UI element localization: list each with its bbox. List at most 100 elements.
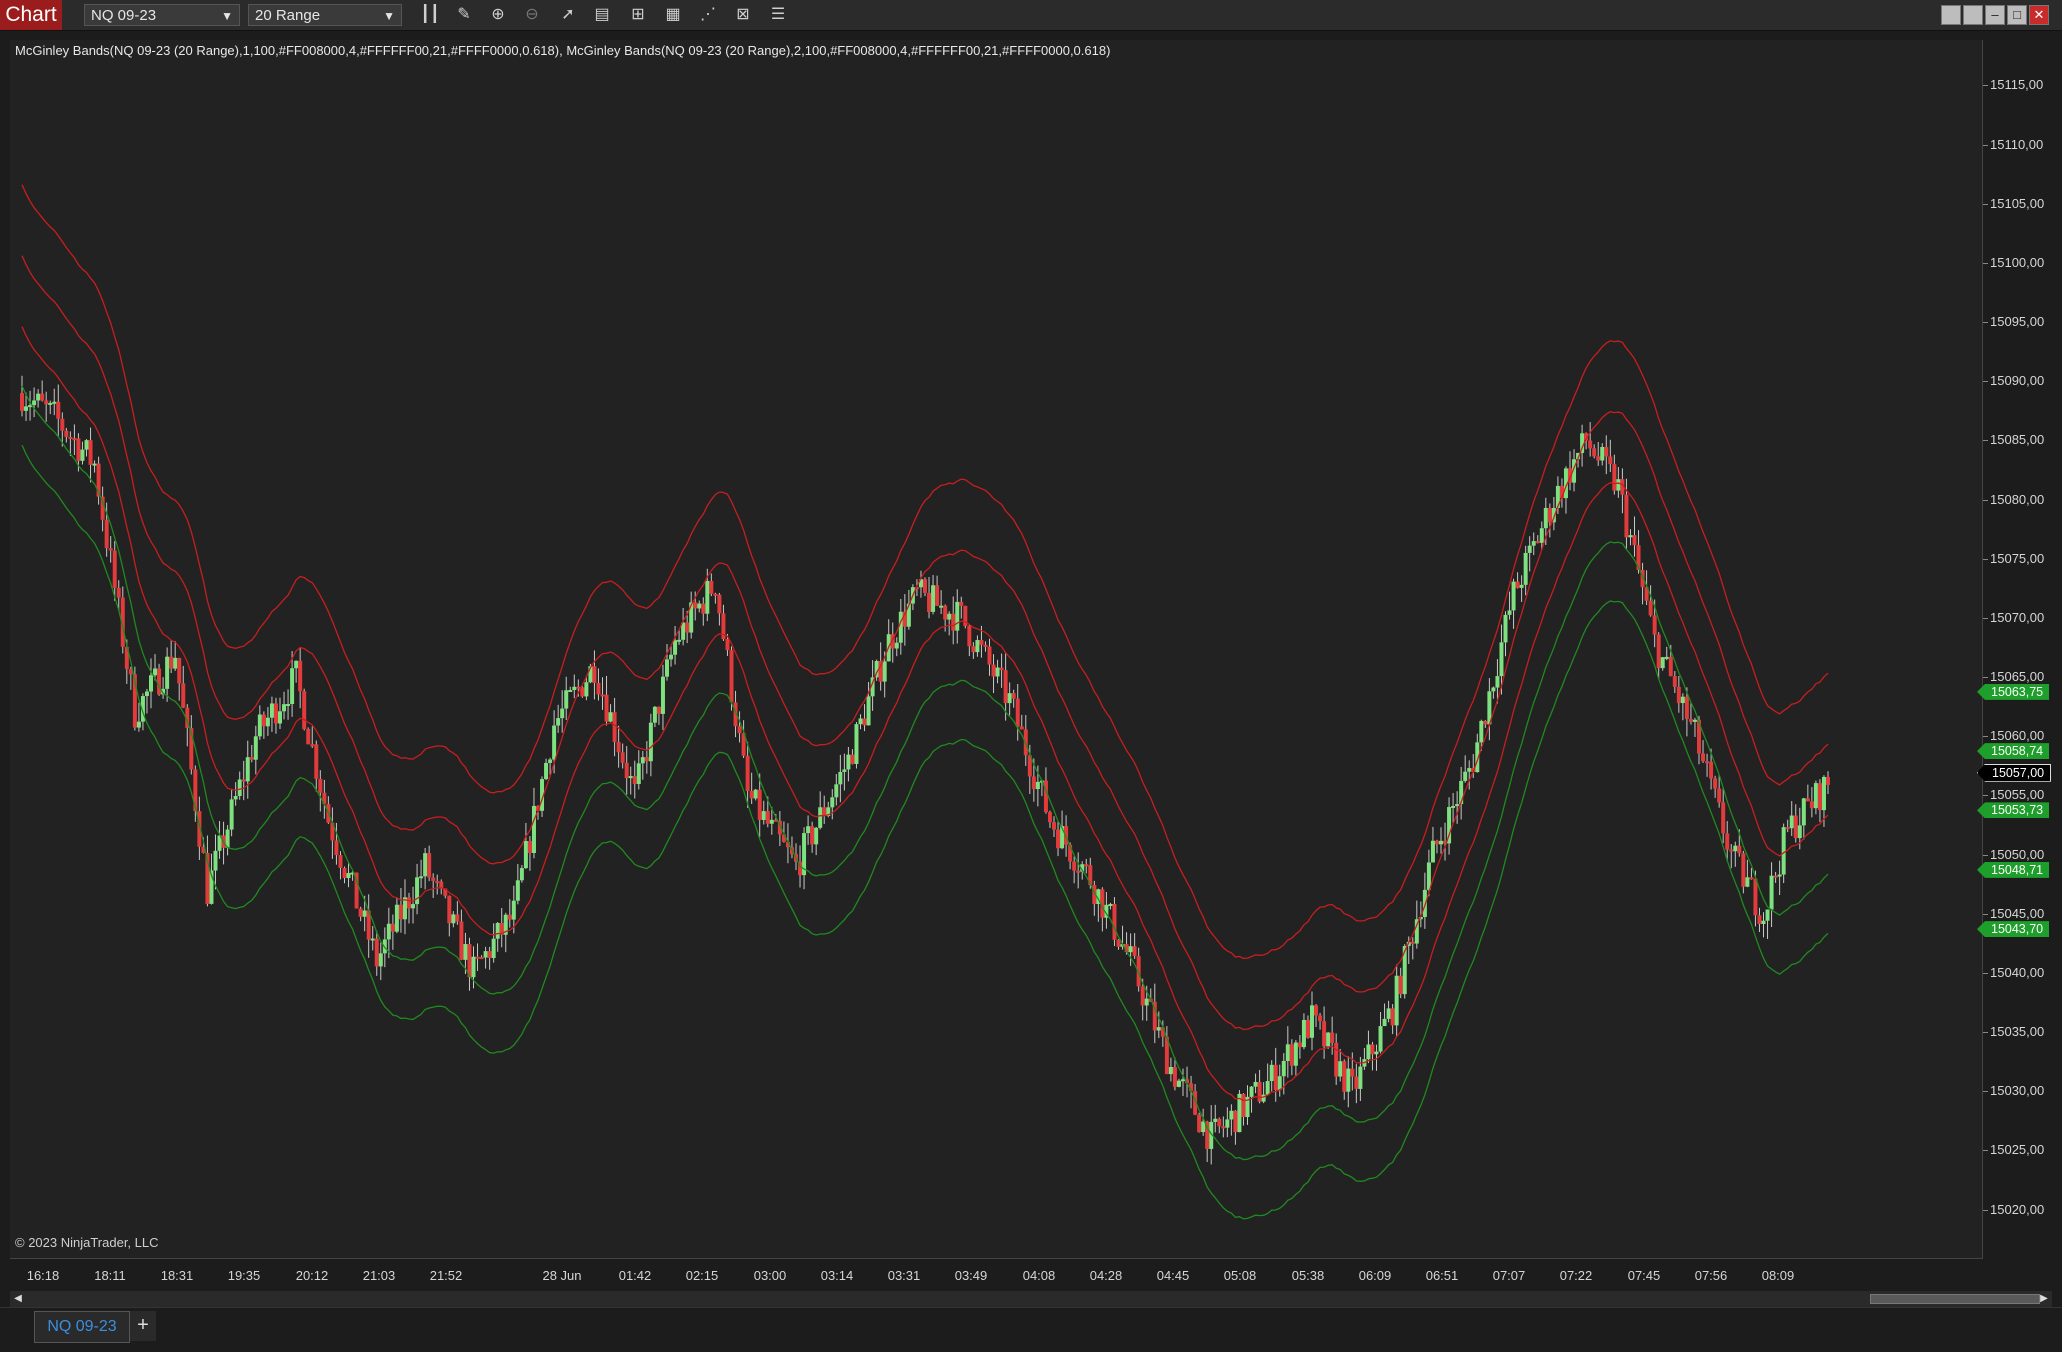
zoom-out-icon[interactable]: ⊖ xyxy=(525,6,539,23)
candle-up xyxy=(213,850,218,871)
candle-down xyxy=(1773,875,1778,878)
scrollbar-thumb[interactable] xyxy=(1870,1294,2040,1304)
bottom-tab-bar xyxy=(0,1307,2062,1352)
candle-up xyxy=(636,763,641,785)
candle-up xyxy=(931,585,936,612)
candle-down xyxy=(108,548,113,551)
tile-window-icon[interactable] xyxy=(1963,5,1983,25)
instrument-tab[interactable]: NQ 09-23 xyxy=(34,1311,130,1343)
time-tick-label: 18:31 xyxy=(160,1268,194,1283)
candle-up xyxy=(939,605,944,608)
price-tick-label: 15100,00 xyxy=(1990,254,2045,270)
chart-panel[interactable] xyxy=(10,40,1983,1259)
chart-trader-icon[interactable]: ☰ xyxy=(770,6,786,23)
candle-down xyxy=(701,603,706,614)
candle-down xyxy=(1568,468,1572,483)
candle-down xyxy=(1588,440,1593,449)
candle-down xyxy=(1015,698,1020,727)
candle-down xyxy=(1398,975,1403,995)
candle-up xyxy=(1527,545,1532,553)
candle-down xyxy=(1305,1019,1310,1038)
price-tick-label: 15085,00 xyxy=(1990,432,2045,448)
candle-down xyxy=(1709,761,1714,779)
candle-up xyxy=(378,953,383,967)
candle-down xyxy=(1197,1114,1202,1133)
time-tick-label: 03:00 xyxy=(753,1268,787,1283)
candle-up xyxy=(1338,1061,1343,1077)
scroll-right-icon[interactable]: ▶ xyxy=(2040,1293,2048,1304)
candle-up xyxy=(515,880,520,901)
candle-down xyxy=(1314,1005,1319,1016)
candle-down xyxy=(302,691,307,730)
candle-up xyxy=(1293,1042,1298,1066)
candle-down xyxy=(1515,581,1520,588)
drawing-tools-icon[interactable]: ⋰ xyxy=(700,6,716,23)
candle-down xyxy=(157,668,162,695)
indicators-icon[interactable]: ⊞ xyxy=(631,6,645,23)
candle-up xyxy=(753,789,758,799)
candle-down xyxy=(733,702,738,727)
candle-down xyxy=(592,666,597,683)
candle-up xyxy=(173,657,178,669)
candle-down xyxy=(475,956,480,959)
candle-down xyxy=(44,400,49,405)
candle-down xyxy=(527,840,532,854)
candle-up xyxy=(1600,446,1605,461)
pointer-icon[interactable]: ➚ xyxy=(561,6,575,23)
candle-up xyxy=(423,853,428,877)
candle-up xyxy=(1572,459,1577,483)
candle-down xyxy=(1648,600,1653,616)
candle-down xyxy=(507,914,512,920)
close-window-icon[interactable]: ✕ xyxy=(2029,5,2049,25)
price-axis[interactable] xyxy=(1983,40,2062,1258)
candle-up xyxy=(673,640,678,655)
candle-up xyxy=(834,784,839,798)
candle-down xyxy=(580,687,585,697)
instrument-selector[interactable]: NQ 09-23 ▼ xyxy=(84,4,240,26)
price-tick-mark xyxy=(1983,677,1988,679)
candle-up xyxy=(32,400,37,406)
bar-type-icon[interactable]: ┃┃ xyxy=(420,6,440,23)
candle-up xyxy=(1580,433,1585,453)
candle-up xyxy=(1813,783,1818,809)
pencil-icon[interactable]: ✎ xyxy=(457,6,471,23)
candle-up xyxy=(411,904,416,909)
candle-up xyxy=(894,642,899,649)
period-selector[interactable]: 20 Range ▼ xyxy=(248,4,402,26)
time-tick-label: 07:45 xyxy=(1627,1268,1661,1283)
candle-up xyxy=(1249,1086,1254,1097)
candle-up xyxy=(1495,676,1500,688)
horizontal-scrollbar[interactable] xyxy=(10,1291,2052,1307)
candle-up xyxy=(136,721,141,728)
add-tab-button[interactable]: + xyxy=(130,1311,156,1341)
candle-down xyxy=(1342,1061,1347,1092)
candle-down xyxy=(757,789,762,820)
candle-down xyxy=(407,897,411,909)
price-tick-mark xyxy=(1983,85,1988,87)
scroll-left-icon[interactable]: ◀ xyxy=(14,1293,22,1304)
candle-down xyxy=(185,707,190,728)
candle-up xyxy=(1265,1081,1270,1095)
properties-icon[interactable]: ⊠ xyxy=(736,6,750,23)
candle-up xyxy=(665,659,669,677)
chart-tab[interactable]: Chart xyxy=(0,0,62,30)
zoom-in-icon[interactable]: ⊕ xyxy=(491,6,505,23)
minimize-window-icon[interactable]: – xyxy=(1985,5,2005,25)
candle-down xyxy=(310,744,315,747)
candle-down xyxy=(1741,853,1746,887)
candle-down xyxy=(261,714,266,727)
candle-down xyxy=(1322,1021,1327,1047)
candle-up xyxy=(1213,1118,1218,1122)
data-box-icon[interactable]: ▤ xyxy=(594,6,610,23)
time-axis[interactable] xyxy=(10,1259,1983,1291)
maximize-window-icon[interactable]: □ xyxy=(2007,5,2027,25)
strategies-icon[interactable]: ▦ xyxy=(665,6,681,23)
mcginley-band-line xyxy=(21,385,1829,1161)
candle-down xyxy=(56,401,61,419)
candle-down xyxy=(354,872,359,909)
candle-down xyxy=(1164,1036,1169,1075)
candle-up xyxy=(842,769,847,772)
price-tick-label: 15050,00 xyxy=(1990,846,2045,862)
restore-window-icon[interactable] xyxy=(1941,5,1961,25)
